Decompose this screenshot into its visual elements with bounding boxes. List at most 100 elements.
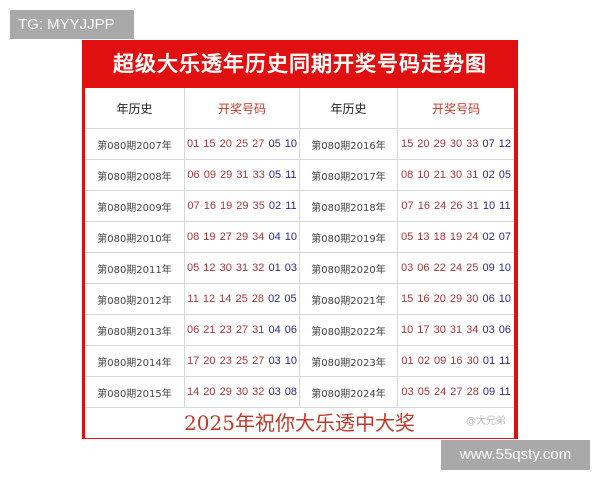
period-text: 第080期2014年 [97,357,172,369]
front-numbers: 01 02 09 16 30 [401,355,479,367]
chart-title: 超级大乐透年历史同期开奖号码走势图 [113,52,487,76]
numbers-cell: 15 16 20 29 30 06 10 [398,284,514,314]
period-cell: 第080期2007年 [85,129,185,159]
footer-row: 2025年祝你大乐透中大奖 @大兄弟 [85,407,514,438]
period-text: 第080期2023年 [311,357,386,369]
header-numbers: 开奖号码 [185,88,300,128]
front-numbers: 05 13 18 19 24 [401,231,479,243]
numbers-cell: 01 15 20 25 27 05 10 [185,129,300,159]
front-numbers: 15 20 29 30 33 [401,138,479,150]
period-text: 第080期2020年 [311,264,386,276]
front-numbers: 08 10 21 30 31 [401,169,479,181]
back-numbers: 02 05 [482,169,511,181]
period-cell: 第080期2015年 [85,377,185,407]
numbers-cell: 01 02 09 16 30 01 11 [398,346,514,376]
numbers-cell: 08 19 27 29 34 04 10 [185,222,300,252]
period-text: 第080期2015年 [97,388,172,400]
period-text: 第080期2010年 [97,233,172,245]
back-numbers: 05 11 [268,169,297,181]
period-text: 第080期2022年 [311,326,386,338]
footer-text: 2025年祝你大乐透中大奖 [184,411,415,435]
front-numbers: 03 06 22 24 25 [401,262,479,274]
front-numbers: 08 19 27 29 34 [187,231,265,243]
period-text: 第080期2019年 [311,233,386,245]
period-text: 第080期2008年 [97,171,172,183]
period-text: 第080期2009年 [97,202,172,214]
period-cell: 第080期2014年 [85,346,185,376]
period-text: 第080期2024年 [311,388,386,400]
period-cell: 第080期2020年 [300,253,398,283]
numbers-cell: 06 21 23 27 31 04 06 [185,315,300,345]
numbers-cell: 03 05 24 27 28 09 11 [398,377,514,407]
table-row: 第080期2011年 05 12 30 31 32 01 03 第080期2020年… [85,252,514,283]
front-numbers: 15 16 20 29 30 [401,293,479,305]
front-numbers: 07 16 24 26 31 [401,200,479,212]
period-cell: 第080期2021年 [300,284,398,314]
watermark: @大兄弟 [466,416,506,427]
header-year: 年历史 [85,88,185,128]
table-row: 第080期2015年 14 20 29 30 32 03 08 第080期2024年… [85,376,514,407]
table-row: 第080期2012年 11 12 14 25 28 02 05 第080期2021年… [85,283,514,314]
numbers-cell: 05 12 30 31 32 01 03 [185,253,300,283]
back-numbers: 02 05 [268,293,297,305]
front-numbers: 14 20 29 30 32 [187,386,265,398]
table-row: 第080期2009年 07 16 19 29 35 02 11 第080期2018年… [85,190,514,221]
period-cell: 第080期2011年 [85,253,185,283]
back-numbers: 05 10 [268,138,297,150]
numbers-cell: 15 20 29 30 33 07 12 [398,129,514,159]
period-cell: 第080期2024年 [300,377,398,407]
period-text: 第080期2013年 [97,326,172,338]
back-numbers: 07 12 [482,138,511,150]
table-row: 第080期2008年 06 09 29 31 33 05 11 第080期2017年… [85,159,514,190]
period-text: 第080期2017年 [311,171,386,183]
back-numbers: 09 11 [482,386,511,398]
period-text: 第080期2012年 [97,295,172,307]
numbers-cell: 11 12 14 25 28 02 05 [185,284,300,314]
period-cell: 第080期2019年 [300,222,398,252]
period-text: 第080期2011年 [97,264,172,276]
table-header: 年历史 开奖号码 年历史 开奖号码 [85,88,514,128]
period-cell: 第080期2018年 [300,191,398,221]
front-numbers: 05 12 30 31 32 [187,262,265,274]
back-numbers: 09 10 [482,262,511,274]
period-cell: 第080期2008年 [85,160,185,190]
numbers-cell: 06 09 29 31 33 05 11 [185,160,300,190]
back-numbers: 01 03 [268,262,297,274]
back-numbers: 10 11 [482,200,511,212]
numbers-cell: 07 16 19 29 35 02 11 [185,191,300,221]
front-numbers: 17 20 23 25 27 [187,355,265,367]
back-numbers: 01 11 [482,355,511,367]
front-numbers: 06 21 23 27 31 [187,324,265,336]
period-cell: 第080期2013年 [85,315,185,345]
front-numbers: 10 17 30 31 34 [401,324,479,336]
front-numbers: 11 12 14 25 28 [187,293,264,305]
numbers-cell: 03 06 22 24 25 09 10 [398,253,514,283]
back-numbers: 02 11 [268,200,297,212]
table-row: 第080期2010年 08 19 27 29 34 04 10 第080期2019年… [85,221,514,252]
period-text: 第080期2016年 [311,140,386,152]
front-numbers: 06 09 29 31 33 [187,169,265,181]
back-numbers: 04 06 [268,324,297,336]
period-cell: 第080期2012年 [85,284,185,314]
numbers-cell: 10 17 30 31 34 03 06 [398,315,514,345]
period-text: 第080期2021年 [311,295,386,307]
numbers-cell: 17 20 23 25 27 03 10 [185,346,300,376]
period-cell: 第080期2023年 [300,346,398,376]
site-label: www.55qsty.com [441,440,590,470]
period-cell: 第080期2022年 [300,315,398,345]
results-table: 年历史 开奖号码 年历史 开奖号码 第080期2007年 01 15 20 25 … [85,88,514,438]
tag-label: TG: MYYJJPP [10,10,134,39]
back-numbers: 06 10 [482,293,511,305]
lottery-chart-image: 超级大乐透年历史同期开奖号码走势图 年历史 开奖号码 年历史 开奖号码 第080… [82,40,518,439]
numbers-cell: 08 10 21 30 31 02 05 [398,160,514,190]
front-numbers: 03 05 24 27 28 [401,386,479,398]
back-numbers: 04 10 [268,231,297,243]
table-row: 第080期2014年 17 20 23 25 27 03 10 第080期2023年… [85,345,514,376]
back-numbers: 02 07 [482,231,511,243]
table-row: 第080期2007年 01 15 20 25 27 05 10 第080期2016年… [85,128,514,159]
front-numbers: 07 16 19 29 35 [187,200,265,212]
back-numbers: 03 10 [268,355,297,367]
header-numbers: 开奖号码 [431,101,480,116]
period-cell: 第080期2017年 [300,160,398,190]
front-numbers: 01 15 20 25 27 [187,138,265,150]
